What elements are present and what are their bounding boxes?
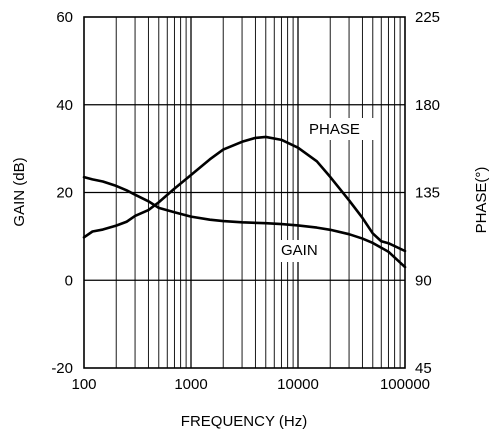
x-tick-label: 10000: [277, 376, 319, 393]
phase-annotation: PHASE: [309, 121, 360, 138]
tick-labels: 100 1000 10000 100000 -20 0 20 40 60 45 90 135 180 22…: [51, 9, 440, 393]
y2-axis-title: PHASE(°): [473, 167, 490, 234]
y2-tick-label: 135: [415, 185, 440, 202]
plot-frame: [83, 16, 406, 369]
y2-tick-label: 90: [415, 272, 432, 289]
phase-label-bg: [307, 118, 377, 140]
y2-tick-label: 225: [415, 9, 440, 26]
y-axis-title: GAIN (dB): [11, 157, 28, 226]
y-tick-label: 60: [56, 9, 73, 26]
x-tick-label: 1000: [174, 376, 207, 393]
y2-tick-label: 45: [415, 360, 432, 377]
data-series: [82, 135, 407, 269]
plot-grid: [84, 17, 405, 368]
x-axis-title: FREQUENCY (Hz): [181, 413, 307, 430]
y-tick-label: 0: [65, 272, 73, 289]
y-tick-label: 20: [56, 185, 73, 202]
series-gain-line: [82, 175, 407, 269]
x-tick-label: 100: [71, 376, 96, 393]
y-tick-label: -20: [51, 360, 73, 377]
series-phase-line: [82, 135, 407, 253]
x-tick-label: 100000: [380, 376, 430, 393]
y2-tick-label: 180: [415, 97, 440, 114]
y-tick-label: 40: [56, 97, 73, 114]
gain-label-bg: [279, 240, 329, 262]
gain-annotation: GAIN: [281, 242, 318, 259]
